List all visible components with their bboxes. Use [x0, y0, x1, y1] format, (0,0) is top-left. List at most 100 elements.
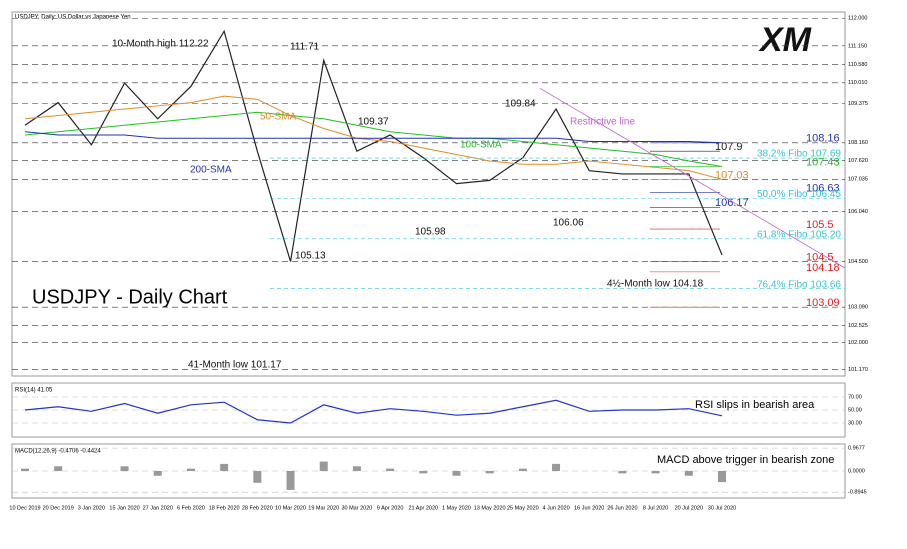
fibo-label: 50.0% Fibo 106.45 [757, 189, 841, 200]
level-label: 107.43 [806, 156, 840, 168]
macd-bar [618, 471, 627, 474]
level-label: 104.5 [806, 251, 834, 263]
x-tick-label: 16 Jun 2020 [574, 505, 604, 511]
x-tick-label: 27 Jan 2020 [143, 505, 173, 511]
macd-bar [54, 466, 63, 471]
x-tick-label: 30 Jul 2020 [708, 505, 736, 511]
main-frame [11, 11, 846, 377]
x-tick-label: 10 Dec 2019 [9, 505, 40, 511]
x-tick-label: 19 Mar 2020 [308, 505, 339, 511]
logo: XM [758, 21, 812, 59]
x-tick-label: 25 May 2020 [507, 505, 539, 511]
x-tick-label: 20 Dec 2019 [43, 505, 74, 511]
sma-label: 50-SMA [260, 112, 296, 123]
x-tick-label: 10 Mar 2020 [275, 505, 306, 511]
sma-label: 200-SMA [190, 165, 232, 176]
x-tick-label: 3 Jan 2020 [78, 505, 105, 511]
level-label: 106.63 [806, 182, 840, 194]
sma-label: 100-SMA [460, 140, 502, 151]
price-line [24, 131, 723, 144]
macd-bar [253, 471, 262, 483]
annotation: 105.98 [415, 227, 446, 238]
x-tick-label: 30 Mar 2020 [341, 505, 372, 511]
macd-bar [286, 471, 295, 490]
x-tick-label: 21 Apr 2020 [408, 505, 438, 511]
annotation: 10-Month high 112.22 [112, 39, 209, 50]
y-tick-label: 106.040 [848, 209, 868, 215]
y-tick-label: 0.9677 [848, 446, 865, 452]
y-tick-label: -0.8945 [848, 490, 867, 496]
x-tick-label: 26 Jun 2020 [607, 505, 637, 511]
y-tick-label: 50.00 [848, 407, 862, 413]
rsi-title: RSI(14) 41.05 [15, 388, 53, 394]
level-label: 106.17 [715, 197, 749, 209]
y-tick-label: 30.00 [848, 420, 862, 426]
annotation: 4½-Month low 104.18 [607, 279, 704, 290]
header: USDJPY, Daily: US Dollar vs Japanese Yen [15, 15, 131, 21]
y-tick-label: 102.525 [848, 323, 868, 329]
y-tick-label: 104.500 [848, 259, 868, 265]
macd-bar [386, 468, 395, 471]
y-tick-label: 109.375 [848, 101, 868, 107]
y-tick-label: 70.00 [848, 394, 862, 400]
level-label: 104.18 [806, 262, 840, 274]
annotation: 111.71 [290, 42, 320, 53]
level-label: 108.16 [806, 133, 840, 145]
macd-bar [21, 468, 29, 471]
macd-bar [352, 466, 361, 471]
macd-title: MACD(12,26,9) -0.4706 -0.4424 [15, 449, 101, 455]
annotation: 105.13 [295, 251, 326, 262]
level-label: 107.03 [715, 169, 749, 181]
y-tick-label: 0.0000 [848, 468, 865, 474]
macd-bar [153, 471, 162, 476]
macd-bar [220, 463, 229, 471]
annotation: 109.84 [505, 99, 536, 110]
y-tick-label: 103.090 [848, 305, 868, 311]
price-line [24, 29, 723, 262]
annotation: 109.37 [358, 117, 389, 128]
macd-bar [186, 468, 195, 471]
y-tick-label: 112.000 [848, 16, 867, 22]
y-tick-label: 107.620 [848, 158, 868, 164]
y-tick-label: 107.035 [848, 177, 868, 183]
x-tick-label: 1 May 2020 [442, 505, 471, 511]
macd-bar [552, 463, 561, 471]
price-line [24, 95, 723, 180]
y-tick-label: 110.010 [848, 80, 867, 86]
level-label: 103.09 [806, 297, 840, 309]
annotation: 41-Month low 101.17 [188, 360, 282, 371]
restrictive-line [539, 87, 846, 269]
macd-bar [518, 468, 527, 471]
rsi-line [24, 399, 723, 424]
x-tick-label: 9 Apr 2020 [377, 505, 404, 511]
macd-bar [419, 471, 428, 474]
x-tick-label: 18 Feb 2020 [209, 505, 240, 511]
y-tick-label: 101.170 [848, 367, 868, 373]
macd-bar [651, 471, 660, 474]
annotation: 106.06 [553, 218, 584, 229]
fibo-label: 38.2% Fibo 107.69 [757, 149, 841, 160]
macd-bar [485, 471, 494, 474]
level-label: 105.5 [806, 219, 834, 231]
macd-bar [120, 466, 129, 471]
rsi-note: RSI slips in bearish area [695, 399, 815, 411]
chart-title: USDJPY - Daily Chart [32, 286, 228, 308]
macd-bar [718, 471, 726, 483]
y-tick-label: 108.160 [848, 140, 868, 146]
fibo-label: 76.4% Fibo 103.66 [757, 279, 841, 290]
price-line [24, 111, 723, 167]
x-tick-label: 6 Feb 2020 [177, 505, 205, 511]
annotation: Restrictive line [570, 117, 635, 128]
x-tick-label: 15 Jan 2020 [109, 505, 139, 511]
macd-bar [684, 471, 693, 476]
x-tick-label: 13 May 2020 [474, 505, 506, 511]
x-tick-label: 4 Jun 2020 [542, 505, 569, 511]
macd-note: MACD above trigger in bearish zone [657, 454, 834, 466]
y-tick-label: 110.580 [848, 62, 867, 68]
y-tick-label: 102.000 [848, 340, 868, 346]
y-tick-label: 111.150 [848, 43, 867, 49]
level-label: 107.9 [715, 141, 743, 153]
x-tick-label: 8 Jul 2020 [643, 505, 668, 511]
x-tick-label: 28 Feb 2020 [242, 505, 273, 511]
